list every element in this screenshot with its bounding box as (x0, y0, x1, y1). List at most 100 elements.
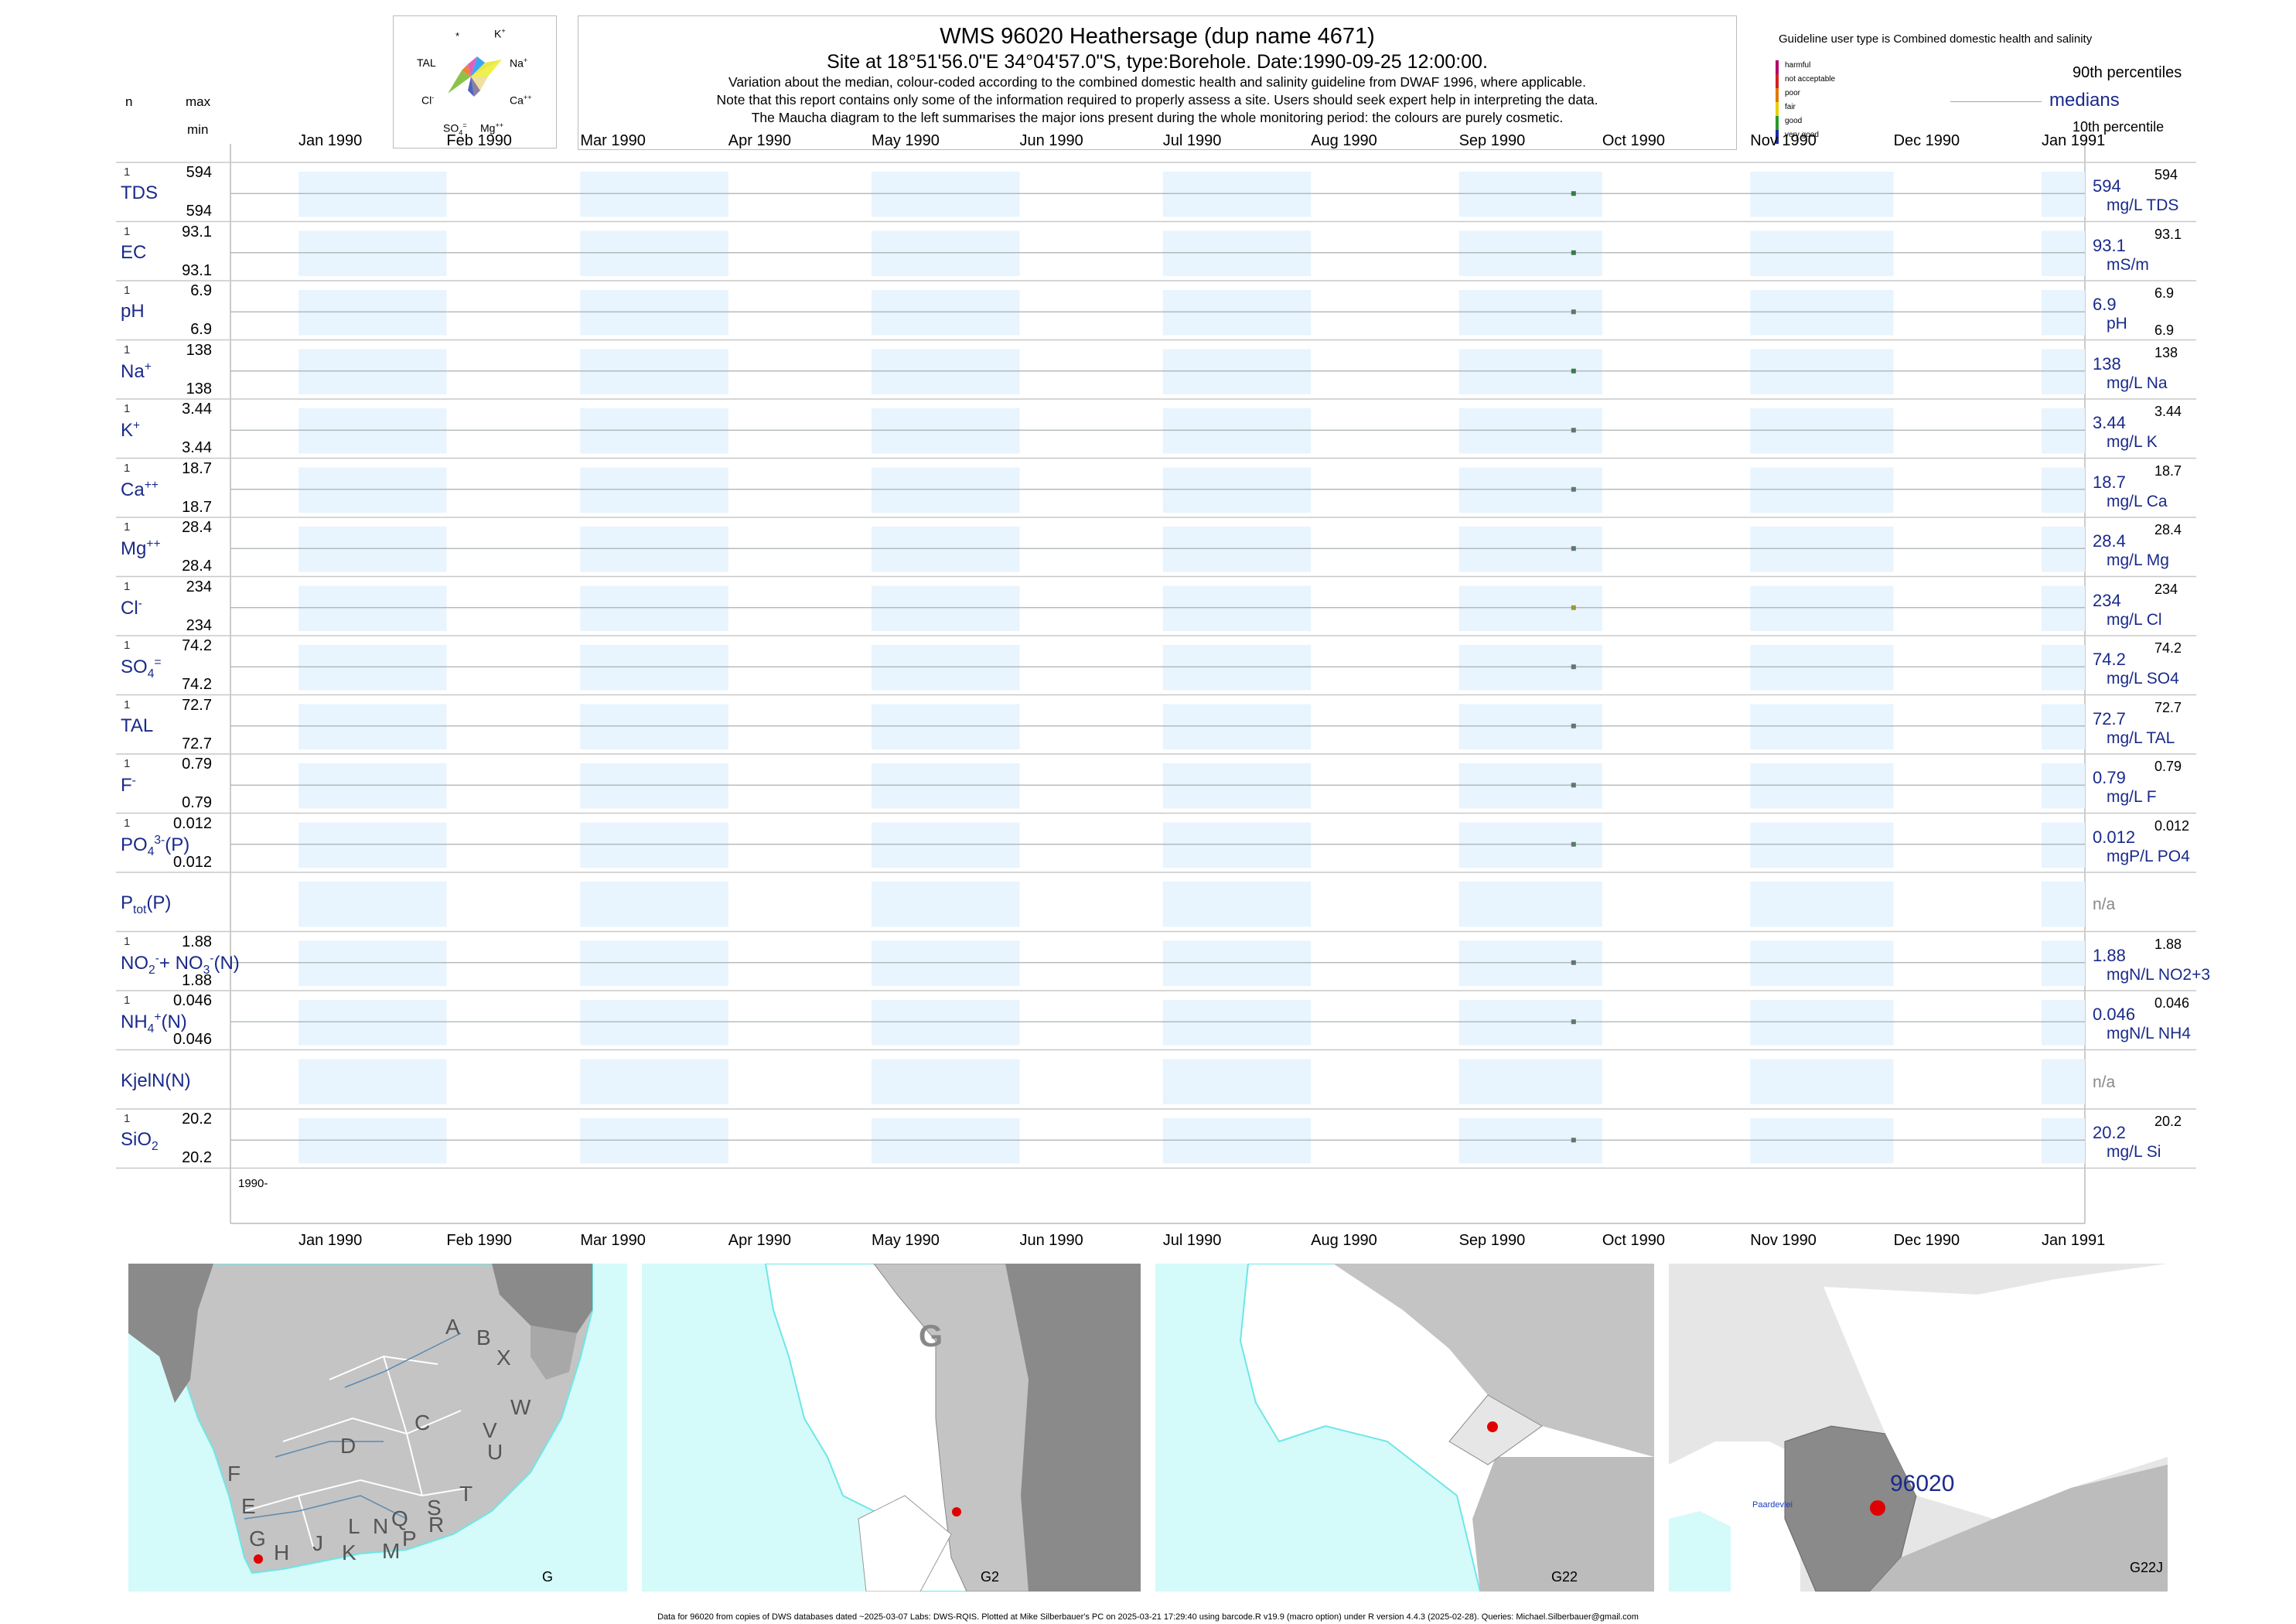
month-band (299, 527, 447, 572)
param-n: 1 (124, 757, 131, 770)
month-band (1750, 172, 1894, 217)
month-band (2042, 822, 2085, 868)
param-min: 28.4 (182, 558, 212, 575)
month-label-bottom: Oct 1990 (1602, 1232, 1665, 1249)
month-band (872, 1059, 1020, 1104)
data-point-po (1571, 841, 1576, 847)
param-min: 72.7 (182, 735, 212, 752)
note-2: Note that this report contains only some… (716, 92, 1598, 107)
param-n: 1 (124, 402, 131, 415)
month-band (580, 527, 728, 572)
month-band (580, 822, 728, 868)
map1-region-letter: Q (391, 1506, 408, 1530)
param-label: TAL (121, 715, 154, 736)
map-g22: 96020 Paardevlei G22J (1669, 1264, 2168, 1592)
month-band (299, 1000, 447, 1046)
param-max: 20.2 (182, 1111, 212, 1128)
param-min: 3.44 (182, 439, 212, 456)
month-band (1750, 408, 1894, 454)
param-p90: 594 (2154, 167, 2178, 183)
month-band (299, 882, 447, 927)
month-label-top: May 1990 (872, 132, 940, 149)
month-label-top: Nov 1990 (1750, 132, 1817, 149)
param-median-value: 20.2 (2093, 1123, 2126, 1142)
month-band (872, 645, 1020, 691)
param-median-value: 0.046 (2093, 1005, 2136, 1024)
header-n: n (125, 94, 133, 109)
page-title: WMS 96020 Heathersage (dup name 4671) (940, 24, 1375, 49)
data-point-sio (1571, 1138, 1576, 1143)
data-point-nh (1571, 1019, 1576, 1025)
param-unit: mgP/L PO4 (2107, 847, 2190, 865)
map1-region-letter: N (373, 1514, 389, 1538)
month-band (872, 704, 1020, 749)
month-band (1458, 408, 1602, 454)
month-band (2042, 763, 2085, 809)
month-band (1162, 763, 1312, 809)
param-unit: mg/L Mg (2107, 551, 2169, 569)
guideline-category-label: fair (1785, 103, 1796, 111)
month-band (1750, 230, 1894, 276)
month-band (1162, 230, 1312, 276)
guideline-color-swatch (1776, 130, 1779, 144)
param-unit: pH (2107, 315, 2127, 333)
map1-region-letter: A (445, 1315, 460, 1339)
map1-region-letter: P (402, 1527, 417, 1551)
param-label: SO4= (121, 656, 162, 681)
param-p90: 0.79 (2154, 759, 2182, 774)
param-label: Na+ (121, 360, 152, 382)
param-p90: 74.2 (2154, 640, 2182, 656)
month-band (1458, 882, 1602, 927)
month-band (1162, 467, 1312, 513)
param-label: SiO2 (121, 1129, 159, 1153)
month-band (1458, 822, 1602, 868)
param-min: 18.7 (182, 498, 212, 516)
map-g: G G2 (642, 1264, 1141, 1592)
param-min: 594 (186, 203, 212, 220)
month-band (299, 172, 447, 217)
guideline-category-label: harmful (1785, 61, 1811, 70)
param-max: 1.88 (182, 933, 212, 950)
month-label-bottom: Jul 1990 (1163, 1232, 1222, 1249)
param-max: 28.4 (182, 519, 212, 536)
param-unit: mg/L K (2107, 433, 2158, 451)
month-band (1162, 349, 1312, 394)
map1-region-letter: C (415, 1411, 431, 1435)
maucha-diagram: * K+ TAL Na+ Cl- Ca++ SO4= Mg++ (393, 15, 557, 148)
month-band (580, 704, 728, 749)
month-band (2042, 1059, 2085, 1104)
map2-label: G2 (981, 1569, 1000, 1585)
param-median-value: 1.88 (2093, 945, 2126, 965)
month-label-top: Sep 1990 (1459, 132, 1526, 149)
map1-region-letter: L (348, 1514, 360, 1538)
month-band (580, 585, 728, 631)
data-point-na (1571, 368, 1576, 374)
map2-region-letter: G (919, 1319, 943, 1353)
param-n: 1 (124, 994, 131, 1007)
param-p90: 72.7 (2154, 699, 2182, 715)
month-label-bottom: Mar 1990 (580, 1232, 646, 1249)
month-band (2042, 349, 2085, 394)
month-band (872, 172, 1020, 217)
month-band (1750, 1059, 1894, 1104)
month-label-bottom: Nov 1990 (1750, 1232, 1817, 1249)
maucha-so4-label: SO4= (443, 121, 467, 137)
param-na: n/a (2093, 896, 2116, 913)
month-band (2042, 704, 2085, 749)
month-band (1750, 940, 1894, 986)
param-p10: 6.9 (2154, 322, 2175, 338)
month-band (299, 645, 447, 691)
param-max: 0.79 (182, 756, 212, 773)
month-band (2042, 172, 2085, 217)
month-band (299, 763, 447, 809)
guideline-category-label: poor (1785, 89, 1801, 97)
param-min: 234 (186, 616, 212, 634)
month-band (1162, 704, 1312, 749)
month-band (2042, 527, 2085, 572)
month-band (1458, 940, 1602, 986)
month-band (872, 585, 1020, 631)
month-band (1458, 1059, 1602, 1104)
param-min: 0.79 (182, 794, 212, 811)
map4-label: G22J (2130, 1560, 2164, 1575)
month-band (1162, 1118, 1312, 1164)
